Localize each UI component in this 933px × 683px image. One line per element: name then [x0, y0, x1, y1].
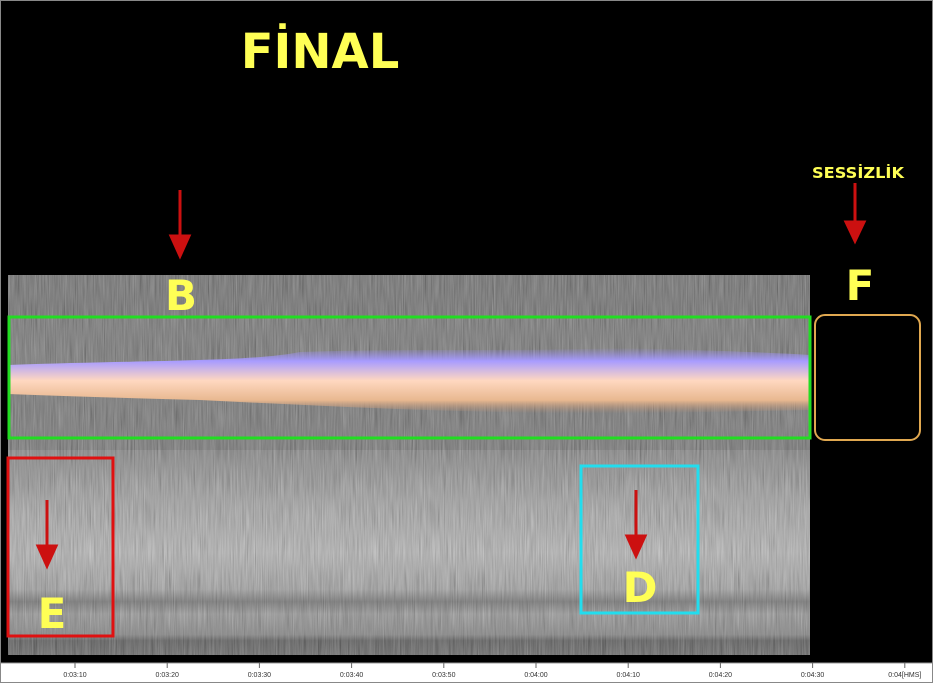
timeline-label: 0:03:50 — [432, 672, 455, 679]
title: FİNAL — [241, 23, 400, 80]
timeline-label: 0:04[HMS] — [888, 672, 921, 679]
waveform — [8, 348, 810, 414]
silence-label: SESSİZLİK — [812, 163, 905, 182]
arrows — [35, 183, 867, 570]
box-e — [6, 456, 115, 638]
arrow-head — [624, 534, 648, 560]
arrow-head — [35, 544, 59, 570]
timeline-label: 0:04:30 — [801, 672, 824, 679]
box-d — [579, 464, 700, 615]
timeline-label: 0:04:20 — [709, 672, 732, 679]
arrow-head — [843, 220, 867, 245]
label-d: D — [623, 563, 658, 612]
label-b: B — [165, 271, 197, 320]
label-e: E — [38, 589, 67, 638]
timeline-label: 0:04:10 — [617, 672, 640, 679]
timeline-label: 0:04:00 — [524, 672, 547, 679]
timeline-label: 0:03:20 — [156, 672, 179, 679]
arrow-head — [168, 234, 192, 260]
timeline-label: 0:03:10 — [63, 672, 86, 679]
timeline-bar — [1, 663, 932, 682]
label-f: F — [846, 261, 875, 310]
timeline: 0:03:10 0:03:20 0:03:30 0:03:40 0:03:50 0:04:… — [63, 663, 921, 679]
timeline-label: 0:03:30 — [248, 672, 271, 679]
timeline-label: 0:03:40 — [340, 672, 363, 679]
box-f — [814, 314, 921, 441]
box-b — [7, 315, 812, 440]
